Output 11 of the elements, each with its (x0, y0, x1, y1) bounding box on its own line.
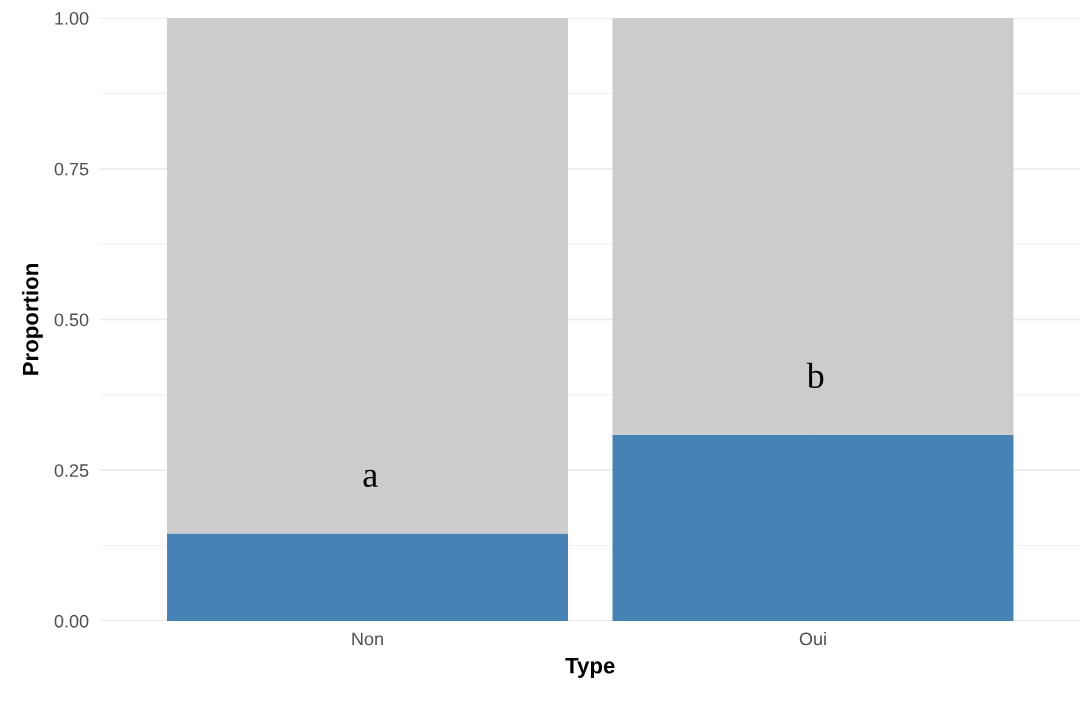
x-tick-label: Non (352, 632, 383, 646)
y-axis-title: Proportion (22, 264, 43, 375)
y-tick-label: 0.00 (54, 614, 89, 628)
y-tick-label: 0.25 (54, 464, 89, 477)
x-tick-label: Oui (799, 632, 826, 646)
y-tick-label: 0.50 (54, 313, 89, 327)
y-tick-label: 1.00 (55, 11, 89, 25)
annotation: b (806, 362, 824, 389)
y-tick-label: 0.75 (54, 162, 89, 176)
x-axis-title: Type (565, 658, 615, 678)
annotation: a (363, 469, 378, 487)
